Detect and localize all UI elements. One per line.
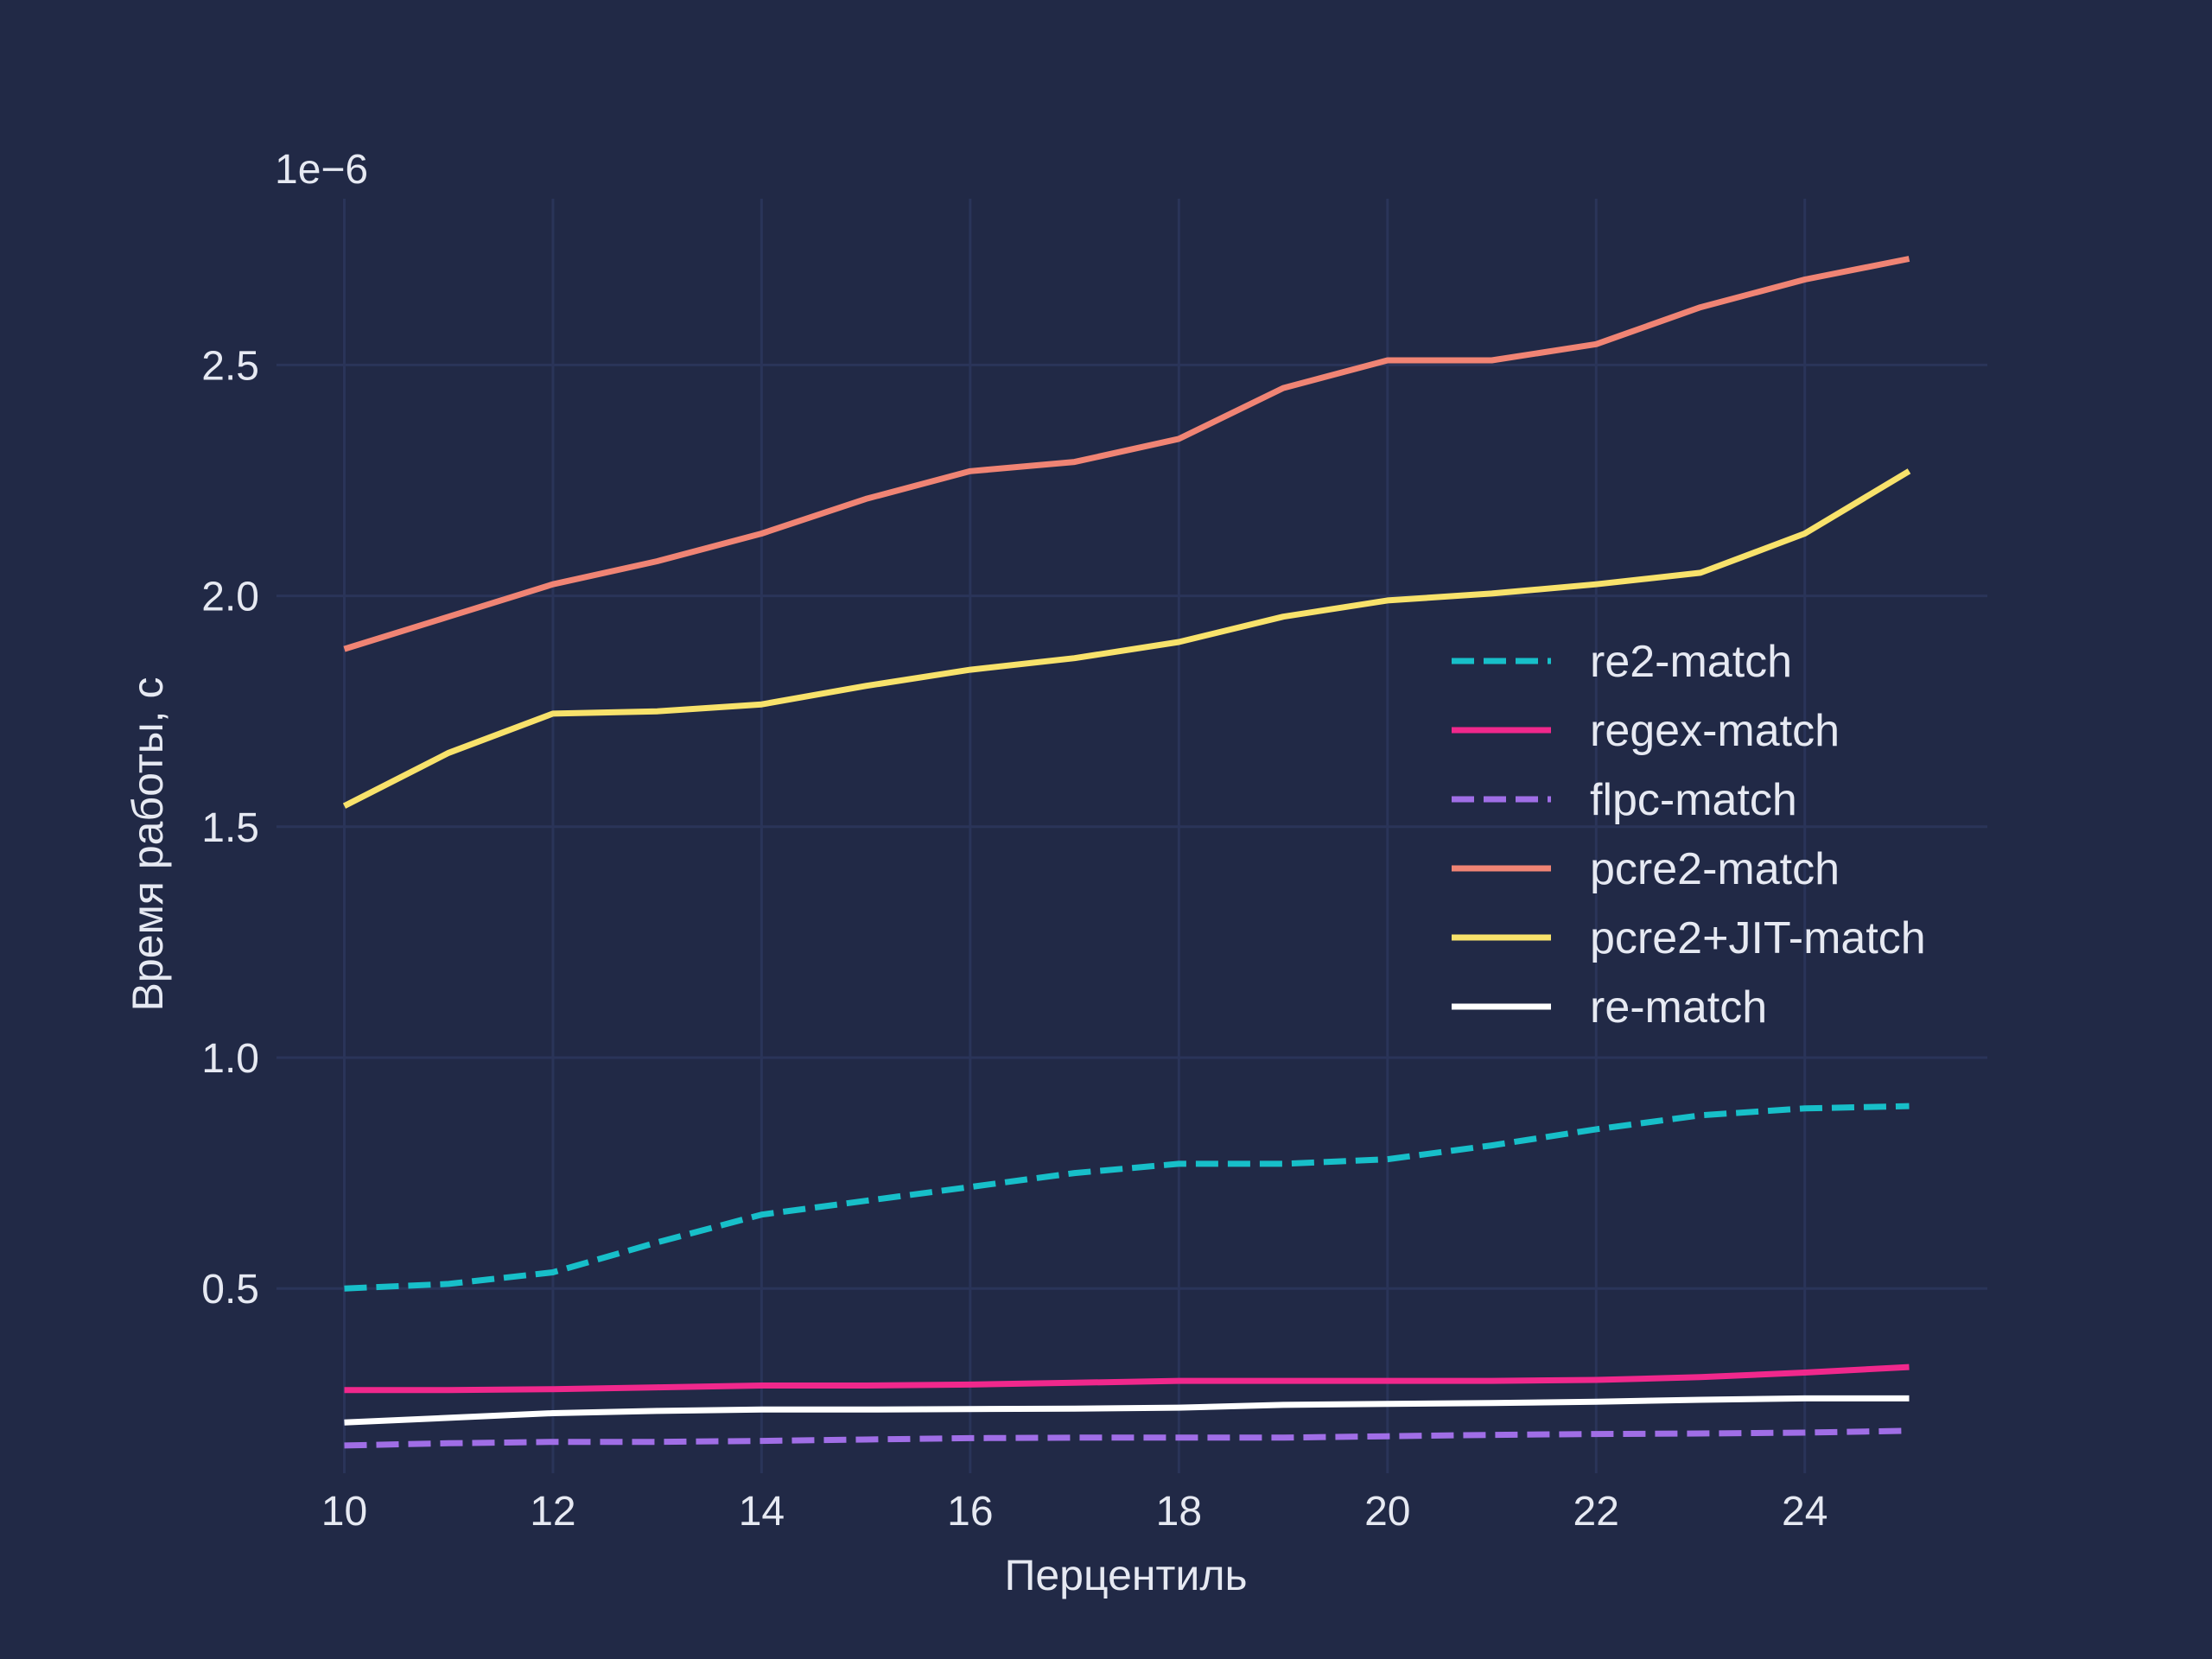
y-tick-label: 2.5 bbox=[201, 343, 259, 389]
x-tick-label: 24 bbox=[1782, 1489, 1827, 1535]
x-tick-label: 14 bbox=[739, 1489, 785, 1535]
x-tick-label: 20 bbox=[1364, 1489, 1410, 1535]
series-line-pcre2-match bbox=[343, 256, 1910, 652]
legend-label-flpc-match: flpc-match bbox=[1590, 775, 1797, 825]
legend-label-re2-match: re2-match bbox=[1590, 637, 1792, 687]
series-lines bbox=[342, 256, 1911, 1449]
series-line-pcre2-jit-match bbox=[342, 468, 1911, 809]
x-tick-label: 18 bbox=[1156, 1489, 1202, 1535]
y-offset-label: 1e−6 bbox=[275, 147, 368, 193]
legend-label-regex-match: regex-match bbox=[1590, 706, 1840, 756]
series-line-flpc-match bbox=[344, 1427, 1910, 1449]
series-line-re-match bbox=[344, 1395, 1910, 1426]
legend: re2-match regex-match flpc-match pcre2-matc… bbox=[1452, 637, 1926, 1033]
y-axis-ticks: 0.5 1.0 1.5 2.0 2.5 bbox=[201, 343, 259, 1313]
y-tick-label: 1.0 bbox=[201, 1036, 259, 1082]
x-axis-ticks: 10 12 14 16 18 20 22 24 bbox=[321, 1489, 1828, 1535]
legend-label-pcre2-match: pcre2-match bbox=[1590, 844, 1840, 894]
series-line-regex-match bbox=[344, 1363, 1910, 1394]
legend-label-re-match: re-match bbox=[1590, 982, 1767, 1033]
x-tick-label: 12 bbox=[530, 1489, 575, 1535]
y-tick-label: 1.5 bbox=[201, 805, 259, 851]
y-tick-label: 0.5 bbox=[201, 1267, 259, 1313]
x-tick-label: 22 bbox=[1573, 1489, 1619, 1535]
x-axis-label: Перцентиль bbox=[1004, 1551, 1247, 1599]
grid bbox=[276, 199, 1987, 1473]
x-tick-label: 10 bbox=[321, 1489, 367, 1535]
legend-label-pcre2-jit-match: pcre2+JIT-match bbox=[1590, 913, 1926, 963]
y-axis-label: Время работы, с bbox=[124, 677, 172, 1012]
series-line-re2-match bbox=[344, 1103, 1910, 1292]
y-tick-label: 2.0 bbox=[201, 575, 259, 620]
x-tick-label: 16 bbox=[947, 1489, 993, 1535]
